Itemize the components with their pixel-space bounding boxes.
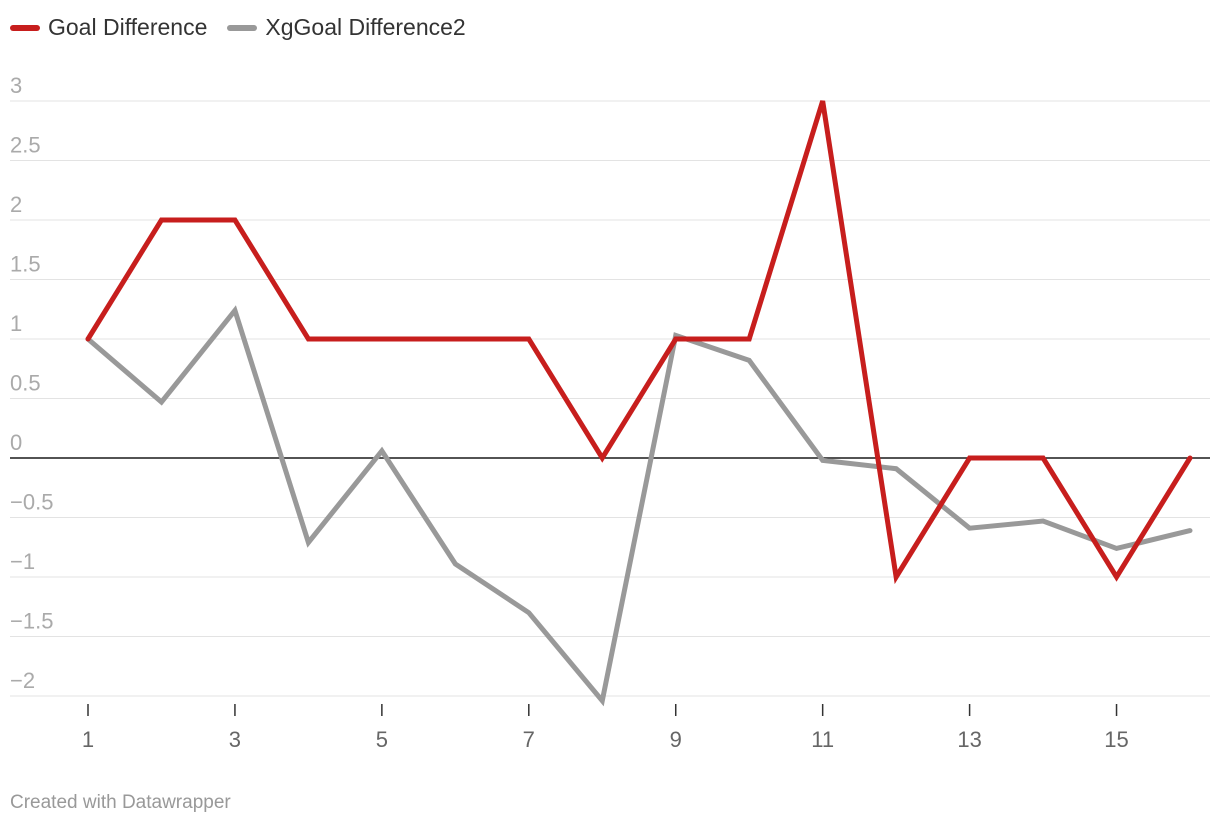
x-tick-label: 9 [670,727,682,752]
footer-credit: Created with Datawrapper [10,792,231,813]
chart-legend: Goal Difference XgGoal Difference2 [10,14,486,41]
y-tick-label: 1 [10,311,22,336]
y-tick-label: −0.5 [10,490,53,515]
x-tick-label: 11 [811,727,834,752]
y-tick-label: 2 [10,192,22,217]
y-tick-label: 0.5 [10,371,41,396]
x-tick-label: 15 [1104,727,1128,752]
series-line-goal-difference [85,100,1193,585]
y-tick-label: 0 [10,430,22,455]
y-tick-label: 3 [10,73,22,98]
legend-item-goal-difference: Goal Difference [10,14,207,41]
y-tick-label: 2.5 [10,133,41,158]
y-tick-label: −1 [10,549,35,574]
x-tick-label: 13 [957,727,981,752]
x-tick-label: 1 [82,727,94,752]
y-tick-label: −2 [10,668,35,693]
x-tick-label: 3 [229,727,241,752]
x-tick-label: 5 [376,727,388,752]
legend-swatch-goal-difference [10,24,40,31]
legend-label-xg-goal-difference: XgGoal Difference2 [265,14,466,40]
legend-item-xg-goal-difference: XgGoal Difference2 [227,14,466,41]
x-tick-label: 7 [523,727,535,752]
y-tick-label: 1.5 [10,252,41,277]
legend-label-goal-difference: Goal Difference [48,14,208,40]
legend-swatch-xg-goal-difference [227,24,258,31]
y-tick-label: −1.5 [10,609,53,634]
series-line-xg-goal-difference [85,305,1193,707]
